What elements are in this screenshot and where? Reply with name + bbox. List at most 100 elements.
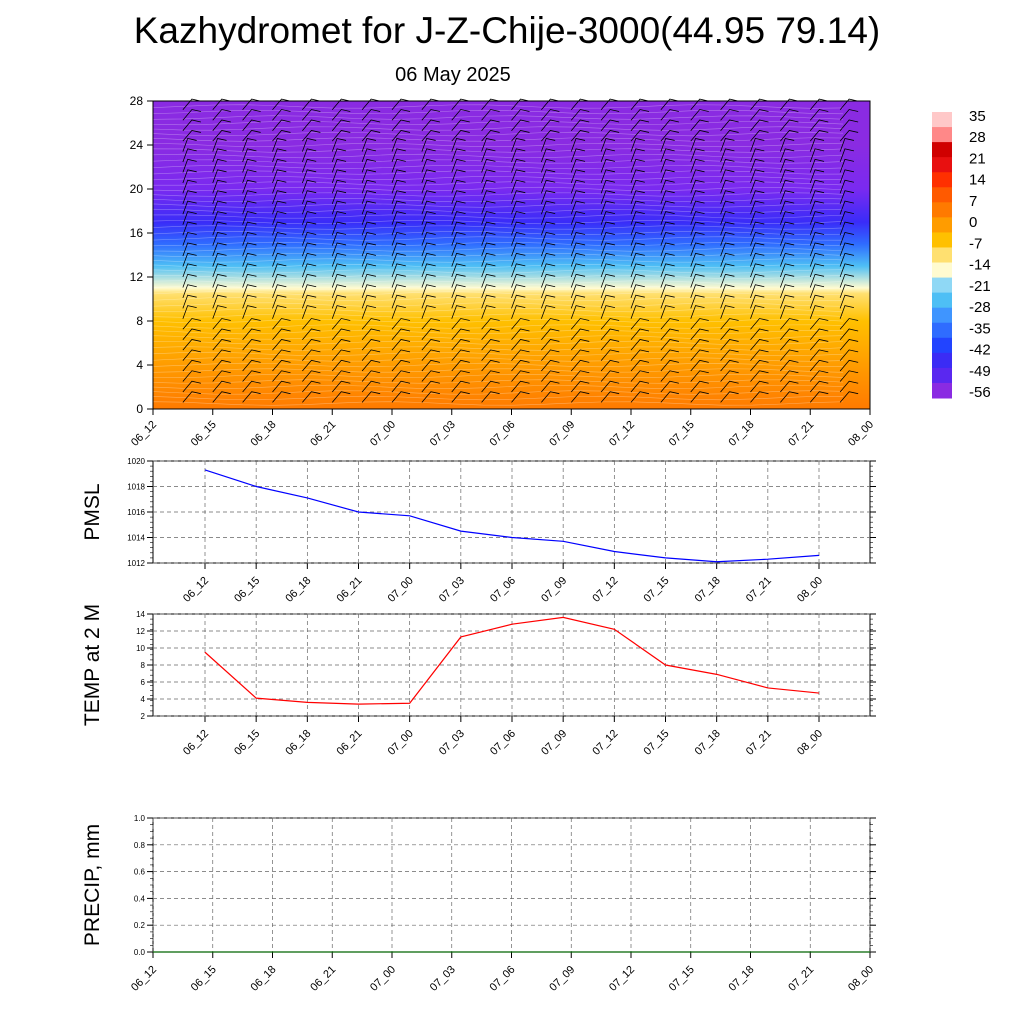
wind-barb (182, 211, 197, 225)
x-tick-label: 06_15 (189, 419, 219, 449)
x-tick-label: 06_12 (181, 728, 211, 758)
wind-barb (630, 119, 650, 131)
colorbar-swatch (932, 277, 952, 294)
wind-barb (630, 232, 645, 246)
wind-barb (600, 263, 616, 278)
x-tick-label: 06_12 (181, 575, 211, 605)
x-tick-label: 06_12 (129, 419, 159, 449)
wind-barb (570, 242, 586, 257)
wind-barb (212, 190, 227, 204)
wind-barb (421, 169, 436, 184)
wind-barb (511, 328, 530, 340)
wind-barb (511, 305, 526, 319)
wind-barb (272, 284, 287, 299)
wind-barb (301, 263, 317, 278)
wind-barb (750, 294, 765, 309)
wind-barb (481, 305, 496, 319)
colorbar-label: -21 (969, 278, 991, 295)
wind-barb (720, 137, 735, 152)
wind-barb (451, 109, 470, 121)
y-tick-label: 0.6 (134, 868, 146, 877)
wind-barb (481, 242, 496, 257)
wind-barb (690, 338, 709, 351)
wind-barb (242, 305, 257, 319)
wind-barb (660, 284, 675, 299)
colorbar-label: 7 (969, 193, 977, 210)
wind-barb (391, 137, 406, 152)
wind-barb (182, 200, 197, 215)
wind-barb (809, 318, 829, 330)
wind-barb (481, 158, 496, 173)
wind-barb (600, 349, 620, 361)
contour-line (152, 384, 844, 390)
wind-barb (540, 242, 556, 257)
wind-barb (361, 370, 381, 382)
wind-barb (272, 98, 291, 111)
chart-title: Kazhydromet for J-Z-Chije-3000(44.95 79.… (133, 10, 881, 51)
wind-barb (242, 242, 257, 257)
y-tick-label: 14 (136, 610, 145, 619)
wind-barb (451, 284, 466, 299)
wind-barb (809, 380, 829, 393)
wind-barb (660, 263, 675, 278)
contour-line (152, 373, 844, 379)
colorbar-label: -28 (969, 299, 991, 316)
wind-barb (301, 200, 317, 215)
wind-barb (750, 232, 765, 246)
wind-barb (421, 263, 436, 278)
wind-barb (421, 359, 440, 372)
wind-barb (451, 129, 470, 142)
x-tick-label: 06_15 (232, 575, 262, 605)
x-tick-label: 07_00 (386, 728, 416, 758)
wind-barb (481, 263, 496, 278)
wind-barb (720, 263, 735, 278)
wind-barb (839, 179, 855, 194)
wind-barb (182, 252, 197, 267)
wind-barb (660, 349, 679, 361)
wind-barb (301, 190, 317, 204)
wind-barb (331, 273, 347, 288)
wind-barb (481, 179, 496, 194)
wind-barb (212, 232, 227, 246)
wind-barb (690, 98, 709, 111)
wind-barb (570, 109, 590, 121)
wind-barb (809, 338, 829, 351)
wind-barb (630, 190, 645, 204)
wind-barb (361, 98, 381, 111)
wind-barb (570, 284, 586, 299)
wind-barb (242, 370, 261, 382)
wind-barb (630, 305, 645, 319)
wind-barb (212, 380, 231, 393)
wind-barb (541, 109, 560, 121)
colorbar-swatch (932, 202, 952, 218)
wind-barb (720, 349, 739, 361)
wind-barb (600, 137, 616, 152)
wind-barb (302, 328, 321, 340)
wind-barb (839, 252, 855, 267)
wind-barb (391, 294, 406, 309)
x-tick-label: 07_00 (386, 575, 416, 605)
contour-line (152, 318, 844, 324)
wind-barb (541, 328, 560, 340)
wind-barb (690, 305, 705, 319)
wind-barb (540, 137, 556, 152)
wind-barb (361, 338, 381, 351)
wind-barb (182, 349, 201, 361)
wind-barb (660, 359, 679, 372)
wind-barb (720, 221, 735, 236)
wind-barb (451, 263, 466, 278)
wind-barb (361, 328, 381, 340)
wind-barb (242, 391, 261, 403)
wind-barb (690, 232, 705, 246)
wind-barb (511, 137, 526, 152)
wind-barb (331, 221, 347, 236)
wind-barb (600, 211, 616, 225)
wind-barb (272, 380, 291, 393)
wind-barb (361, 211, 377, 225)
wind-barb (779, 242, 795, 257)
wind-barb (242, 109, 261, 121)
wind-barb (272, 263, 287, 278)
wind-barb (272, 318, 291, 330)
y-axis-label: TEMP at 2 M (81, 604, 104, 726)
colorbar-swatch (932, 292, 952, 309)
